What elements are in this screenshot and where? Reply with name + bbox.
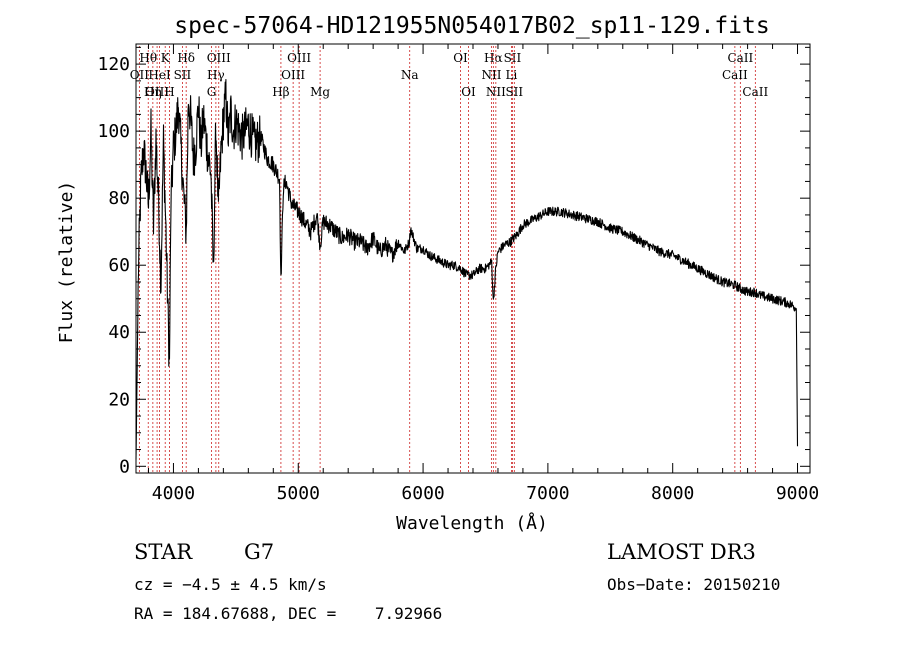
x-tick-label-0: 4000: [152, 483, 195, 504]
object-class: STAR: [134, 540, 193, 564]
line-marker-label-19: Hα: [484, 51, 503, 65]
line-marker-label-7: H: [164, 85, 174, 99]
line-marker-label-14: Hβ: [272, 85, 289, 99]
line-marker-label-10: Hγ: [207, 68, 225, 82]
line-marker-label-6: SII: [174, 68, 192, 82]
x-tick-label-2: 6000: [401, 483, 444, 504]
line-marker-label-2: OIII: [145, 85, 169, 99]
survey-name: LAMOST DR3: [607, 540, 756, 564]
observation-date: Obs−Date: 20150210: [607, 575, 780, 594]
x-tick-label-5: 9000: [776, 483, 819, 504]
line-marker-label-5: Hη: [144, 85, 162, 99]
line-marker-label-0: Hθ: [139, 51, 157, 65]
line-marker-label-4: HeI: [148, 68, 171, 82]
line-marker-label-13: OIII: [281, 68, 305, 82]
y-tick-label-4: 80: [108, 188, 130, 209]
line-marker-label-23: NII: [486, 85, 506, 99]
x-axis-label: Wavelength (Å): [396, 512, 548, 534]
line-marker-label-17: OI: [453, 51, 468, 65]
line-marker-label-15: Mg: [310, 85, 330, 99]
line-marker-label-22: Li: [506, 68, 518, 82]
line-marker-label-12: OIII: [287, 51, 311, 65]
flux-line: [135, 78, 799, 460]
line-marker-label-26: CaII: [722, 68, 748, 82]
line-marker-label-20: SII: [504, 51, 522, 65]
line-marker-label-3: K: [161, 51, 171, 65]
line-marker-label-25: CaII: [727, 51, 753, 65]
line-marker-label-21: NII: [481, 68, 501, 82]
object-subclass: G7: [244, 540, 274, 564]
coordinates: RA = 184.67688, DEC = 7.92966: [134, 604, 442, 623]
line-marker-label-11: G: [207, 85, 217, 99]
y-tick-label-6: 120: [97, 54, 130, 75]
line-marker-label-1: OII: [130, 68, 150, 82]
y-tick-label-5: 100: [97, 121, 130, 142]
y-tick-label-0: 0: [119, 456, 130, 477]
line-marker-label-16: Na: [401, 68, 419, 82]
line-marker-label-9: OIII: [207, 51, 231, 65]
line-marker-label-27: CaII: [742, 85, 768, 99]
y-tick-label-2: 40: [108, 322, 130, 343]
y-tick-label-1: 20: [108, 389, 130, 410]
plot-frame: [135, 43, 811, 474]
chart-title: spec-57064-HD121955N054017B02_sp11-129.f…: [174, 13, 769, 39]
flux-series: [135, 78, 799, 460]
redshift-velocity: cz = −4.5 ± 4.5 km/s: [134, 575, 327, 594]
x-tick-label-1: 5000: [277, 483, 320, 504]
line-marker-label-8: Hδ: [177, 51, 195, 65]
axis-ticks: 4000 5000 6000 7000 8000 9000 0 20 40 60 80 100 120: [97, 44, 819, 504]
line-marker-label-18: OI: [461, 85, 476, 99]
line-marker-label-24: SII: [505, 85, 523, 99]
x-tick-label-4: 8000: [651, 483, 694, 504]
y-axis-label: Flux (relative): [56, 181, 77, 344]
x-tick-label-3: 7000: [526, 483, 569, 504]
y-tick-label-3: 60: [108, 255, 130, 276]
